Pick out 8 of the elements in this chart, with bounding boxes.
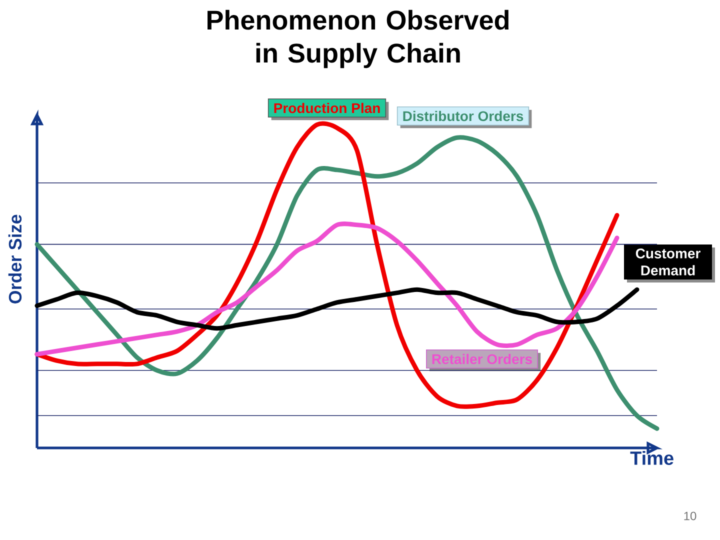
series-label: Production Plan bbox=[274, 102, 380, 114]
series-label: Customer Demand bbox=[636, 248, 700, 276]
chart-title: Phenomenon Observed in Supply Chain bbox=[208, 10, 508, 68]
series-label: Distributor Orders bbox=[403, 110, 524, 122]
text: 10 bbox=[684, 512, 696, 520]
y-axis-title: Order Size bbox=[8, 214, 22, 304]
series-label: Retailer Orders bbox=[432, 354, 532, 364]
x-axis-title: Time bbox=[630, 451, 674, 465]
